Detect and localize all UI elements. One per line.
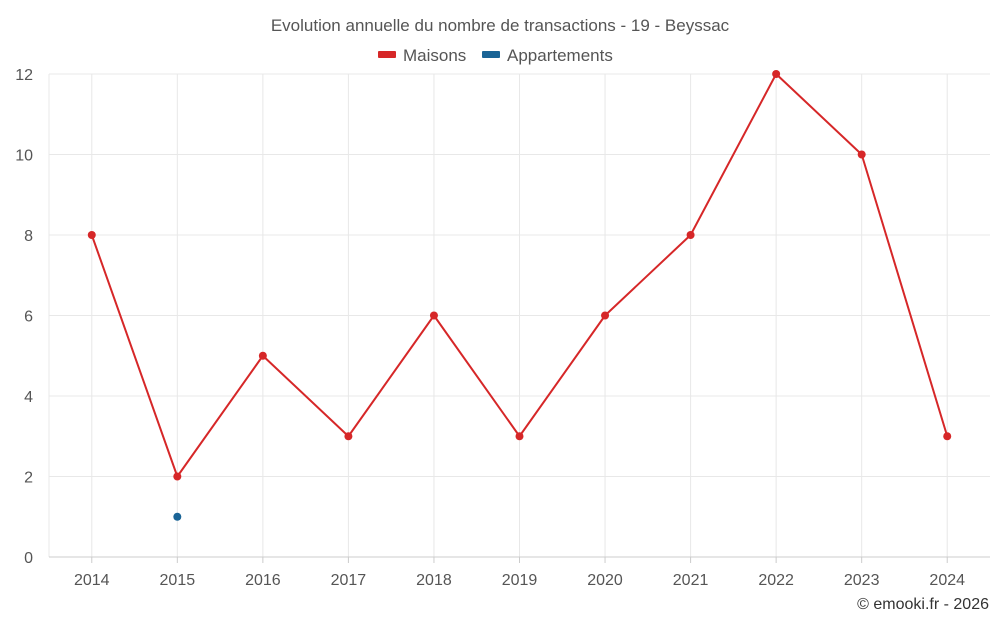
y-tick-label-8: 8 (24, 228, 33, 245)
data-point-maisons-2019[interactable] (515, 432, 524, 441)
data-point-maisons-2024[interactable] (943, 432, 952, 441)
axes (48, 74, 990, 563)
series-appartements (173, 512, 182, 521)
legend-item-appartements[interactable]: Appartements (482, 46, 613, 65)
legend-label-maisons: Maisons (403, 46, 466, 65)
data-point-maisons-2021[interactable] (686, 231, 695, 239)
y-tick-label-6: 6 (24, 309, 33, 326)
x-tick-label-2018: 2018 (416, 572, 452, 589)
data-point-maisons-2020[interactable] (601, 311, 610, 320)
y-axis-ticks: 0 2 4 6 8 10 12 (15, 67, 33, 567)
legend-label-appartements: Appartements (507, 46, 613, 65)
x-tick-label-2023: 2023 (844, 572, 880, 589)
data-point-maisons-2015[interactable] (173, 472, 182, 481)
legend-swatch-appartements (482, 51, 500, 58)
x-tick-label-2022: 2022 (758, 572, 794, 589)
data-point-maisons-2016[interactable] (258, 351, 267, 360)
series (87, 70, 952, 521)
chart-title: Evolution annuelle du nombre de transact… (271, 16, 730, 35)
x-tick-label-2016: 2016 (245, 572, 281, 589)
grid (49, 73, 990, 557)
data-point-maisons-2017[interactable] (344, 432, 353, 441)
y-tick-label-0: 0 (24, 550, 33, 567)
y-tick-label-2: 2 (24, 470, 33, 487)
x-axis-ticks: 2014 2015 2016 2017 2018 2019 2020 2021 2022 2023… (74, 572, 965, 589)
credit: © emooki.fr - 2026 (857, 596, 989, 613)
y-tick-label-4: 4 (24, 389, 33, 406)
data-point-maisons-2014[interactable] (87, 231, 96, 239)
x-tick-label-2019: 2019 (502, 572, 538, 589)
data-point-maisons-2023[interactable] (857, 150, 866, 159)
data-point-appartements-2015[interactable] (173, 512, 182, 521)
x-tick-label-2024: 2024 (929, 572, 965, 589)
x-tick-label-2015: 2015 (160, 572, 196, 589)
y-tick-label-12: 12 (15, 67, 33, 84)
x-tick-label-2020: 2020 (587, 572, 623, 589)
legend-swatch-maisons (378, 51, 396, 58)
series-maisons (87, 70, 952, 481)
legend: Maisons Appartements (378, 46, 613, 65)
data-point-maisons-2018[interactable] (429, 311, 438, 320)
legend-item-maisons[interactable]: Maisons (378, 46, 466, 65)
data-point-maisons-2022[interactable] (772, 70, 781, 78)
x-tick-label-2014: 2014 (74, 572, 110, 589)
y-tick-label-10: 10 (15, 148, 33, 165)
x-tick-label-2021: 2021 (673, 572, 709, 589)
x-tick-label-2017: 2017 (331, 572, 367, 589)
